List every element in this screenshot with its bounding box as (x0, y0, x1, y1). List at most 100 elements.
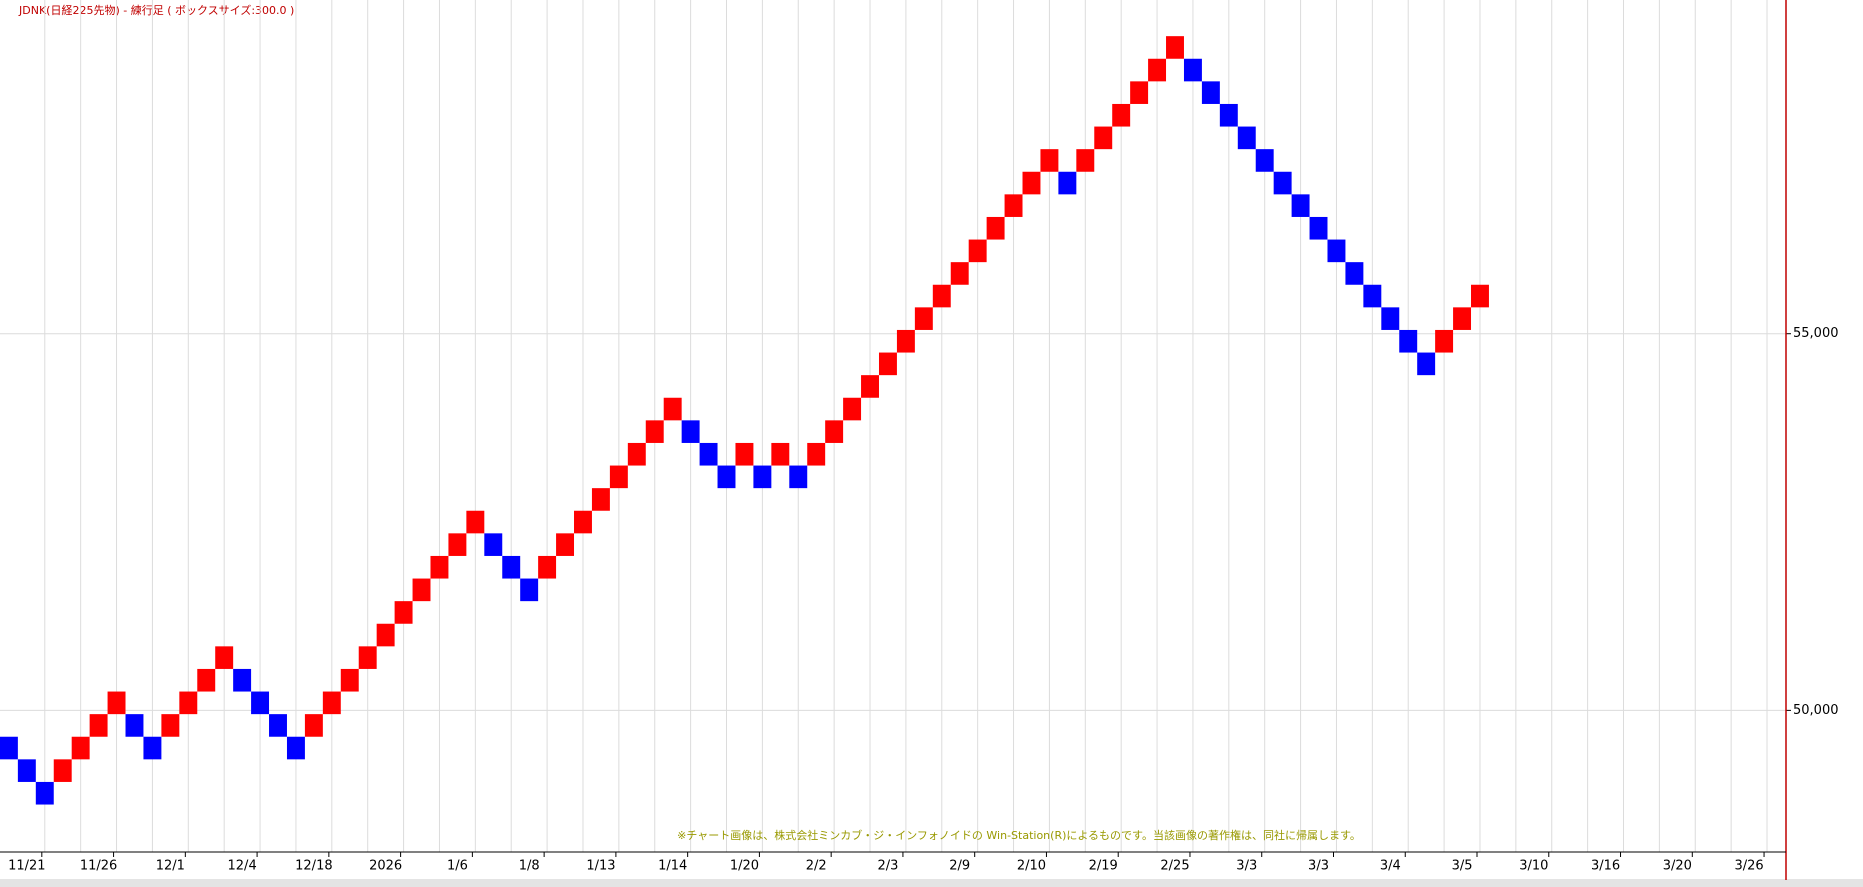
brick (143, 736, 162, 760)
y-tick-label: 55,000 (1793, 326, 1839, 341)
brick (538, 555, 557, 579)
brick (914, 307, 933, 330)
brick (394, 601, 413, 624)
brick (179, 691, 198, 715)
brick (340, 668, 359, 692)
brick (0, 736, 18, 760)
x-tick-label: 3/20 (1663, 859, 1692, 874)
brick (986, 216, 1005, 240)
x-tick-label: 11/21 (8, 859, 45, 874)
brick (645, 420, 664, 443)
brick (484, 533, 503, 556)
brick (161, 714, 180, 737)
brick (753, 465, 772, 489)
brick (699, 442, 718, 466)
brick (574, 510, 592, 534)
brick (466, 510, 485, 534)
brick (771, 442, 790, 466)
brick (591, 488, 610, 511)
brick (215, 646, 234, 669)
brick (807, 442, 826, 466)
brick (1130, 81, 1149, 104)
brick (861, 375, 879, 398)
brick (197, 668, 216, 692)
x-tick-label: 1/6 (447, 859, 468, 874)
brick (1381, 307, 1400, 330)
x-tick-label: 2/9 (949, 859, 970, 874)
brick (251, 691, 270, 715)
x-tick-label: 12/18 (295, 859, 332, 874)
brick (1273, 171, 1292, 195)
scrollbar (0, 879, 1863, 887)
brick (878, 352, 897, 376)
brick (286, 736, 305, 760)
brick (556, 533, 575, 556)
brick (1471, 284, 1489, 308)
x-tick-label: 2/25 (1160, 859, 1189, 874)
brick (1327, 239, 1346, 263)
brick (35, 781, 54, 805)
x-tick-label: 3/3 (1236, 859, 1257, 874)
brick (681, 420, 700, 443)
brick (1201, 81, 1220, 104)
brick (1309, 216, 1328, 240)
brick (358, 646, 377, 669)
brick (1291, 194, 1310, 217)
x-tick-label: 2/2 (806, 859, 827, 874)
brick (1435, 329, 1454, 353)
brick (825, 420, 844, 443)
brick (322, 691, 341, 715)
x-tick-label: 12/4 (228, 859, 257, 874)
brick (520, 578, 539, 602)
brick (430, 555, 449, 579)
brick (376, 623, 395, 647)
brick (932, 284, 951, 308)
brick (663, 397, 682, 421)
brick (896, 329, 915, 353)
x-tick-label: 2026 (369, 859, 402, 874)
brick (735, 442, 754, 466)
x-tick-label: 1/13 (586, 859, 615, 874)
x-tick-label: 12/1 (156, 859, 185, 874)
brick (107, 691, 126, 715)
brick (789, 465, 808, 489)
brick (448, 533, 467, 556)
x-tick-label: 3/10 (1519, 859, 1548, 874)
brick (502, 555, 521, 579)
x-tick-label: 2/3 (877, 859, 898, 874)
brick (269, 714, 287, 737)
x-tick-label: 3/26 (1734, 859, 1763, 874)
brick (1363, 284, 1382, 308)
brick (843, 397, 862, 421)
brick (1094, 126, 1113, 150)
brick (53, 759, 72, 782)
x-tick-label: 3/5 (1452, 859, 1473, 874)
brick (1148, 58, 1167, 82)
brick (1022, 171, 1041, 195)
brick (412, 578, 431, 602)
brick (233, 668, 252, 692)
x-tick-label: 3/16 (1591, 859, 1620, 874)
x-tick-label: 1/14 (658, 859, 687, 874)
brick (1112, 103, 1131, 127)
brick (89, 714, 108, 737)
x-tick-label: 1/20 (730, 859, 759, 874)
brick (17, 759, 36, 782)
x-tick-label: 2/19 (1089, 859, 1118, 874)
x-tick-label: 3/4 (1380, 859, 1401, 874)
brick (71, 736, 90, 760)
x-tick-label: 1/8 (519, 859, 540, 874)
brick (304, 714, 323, 737)
brick (1237, 126, 1256, 150)
brick (1345, 262, 1364, 285)
x-tick-label: 3/3 (1308, 859, 1329, 874)
y-tick-label: 50,000 (1793, 703, 1839, 718)
chart-title: JDNK(日経225先物) - 練行足 ( ボックスサイズ:300.0 ) (18, 3, 294, 17)
brick (609, 465, 628, 489)
brick (950, 262, 969, 285)
brick (1166, 36, 1184, 59)
brick (1058, 171, 1077, 195)
brick (1399, 329, 1418, 353)
